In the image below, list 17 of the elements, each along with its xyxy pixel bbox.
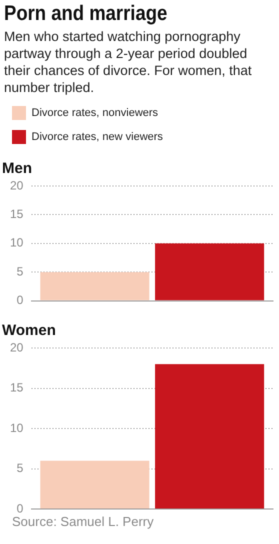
y-tick-label: 20 bbox=[10, 178, 24, 192]
y-tick-label: 5 bbox=[16, 461, 24, 476]
y-tick-label: 15 bbox=[10, 207, 24, 222]
y-tick-label: 15 bbox=[10, 380, 24, 395]
source-note: Source: Samuel L. Perry bbox=[12, 514, 154, 530]
y-tick-label: 0 bbox=[16, 293, 24, 308]
text: Porn and marriage bbox=[4, 2, 168, 26]
y-tick-label: 20 bbox=[10, 340, 24, 354]
y-tick-label: 10 bbox=[10, 420, 24, 435]
y-tick-label: 0 bbox=[16, 501, 24, 516]
y-tick-label: 5 bbox=[16, 264, 24, 278]
y-tick-label: 10 bbox=[10, 236, 24, 250]
chart-title: Women bbox=[2, 322, 56, 340]
chart-title: Men bbox=[2, 160, 32, 178]
legend-label: Divorce rates, new viewers bbox=[32, 131, 164, 144]
legend-label: Divorce rates, nonviewers bbox=[32, 107, 159, 120]
text: Men who started watching pornography partway through a 2-year period doubled their chances of divorce. For women, that number tripled. bbox=[4, 28, 253, 96]
